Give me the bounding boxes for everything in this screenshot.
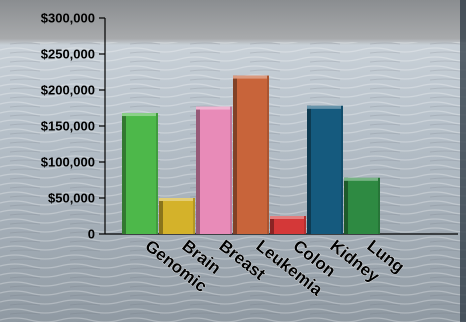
bar-body	[159, 198, 195, 234]
bar-kidney	[307, 105, 343, 234]
bar-body	[122, 113, 158, 234]
bar-side	[159, 198, 163, 234]
bar-edge	[230, 106, 232, 234]
y-tick-label: $300,000	[41, 11, 95, 26]
bar-body	[270, 216, 306, 234]
bar-side	[122, 113, 126, 234]
bar-top	[159, 198, 195, 201]
bar-edge	[341, 105, 343, 234]
bar-top	[233, 75, 269, 79]
bar-side	[233, 75, 237, 234]
y-tick-label: $250,000	[41, 47, 95, 62]
bar-side	[196, 106, 200, 234]
bar-edge	[156, 113, 158, 234]
bar-lung	[344, 177, 380, 234]
y-tick-label: $50,000	[48, 191, 95, 206]
bar-body	[196, 106, 232, 234]
y-tick-label: $100,000	[41, 155, 95, 170]
y-tick-label: $200,000	[41, 83, 95, 98]
y-tick-label: $150,000	[41, 119, 95, 134]
bars	[122, 75, 380, 234]
bar-body	[307, 105, 343, 234]
bar-body	[344, 177, 380, 234]
bar-top	[344, 177, 380, 181]
bar-side	[344, 177, 348, 234]
bar-colon	[270, 216, 306, 234]
background-edge-right	[460, 0, 466, 322]
bar-edge	[193, 198, 195, 234]
bar-genomic	[122, 113, 158, 234]
bar-side	[307, 105, 311, 234]
bar-edge	[378, 177, 380, 234]
bar-edge	[304, 216, 306, 234]
bar-top	[270, 216, 306, 219]
bar-body	[233, 75, 269, 234]
bar-top	[122, 113, 158, 117]
bar-leukemia	[233, 75, 269, 234]
bar-top	[307, 105, 343, 109]
axes: 0 $50,000 $100,000 $150,000 $200,000 $250,000…	[41, 11, 458, 242]
bar-brain	[159, 198, 195, 234]
bar-breast	[196, 106, 232, 234]
y-tick-label: 0	[88, 227, 95, 242]
bar-edge	[267, 75, 269, 234]
bar-top	[196, 106, 232, 110]
bar-side	[270, 216, 274, 234]
